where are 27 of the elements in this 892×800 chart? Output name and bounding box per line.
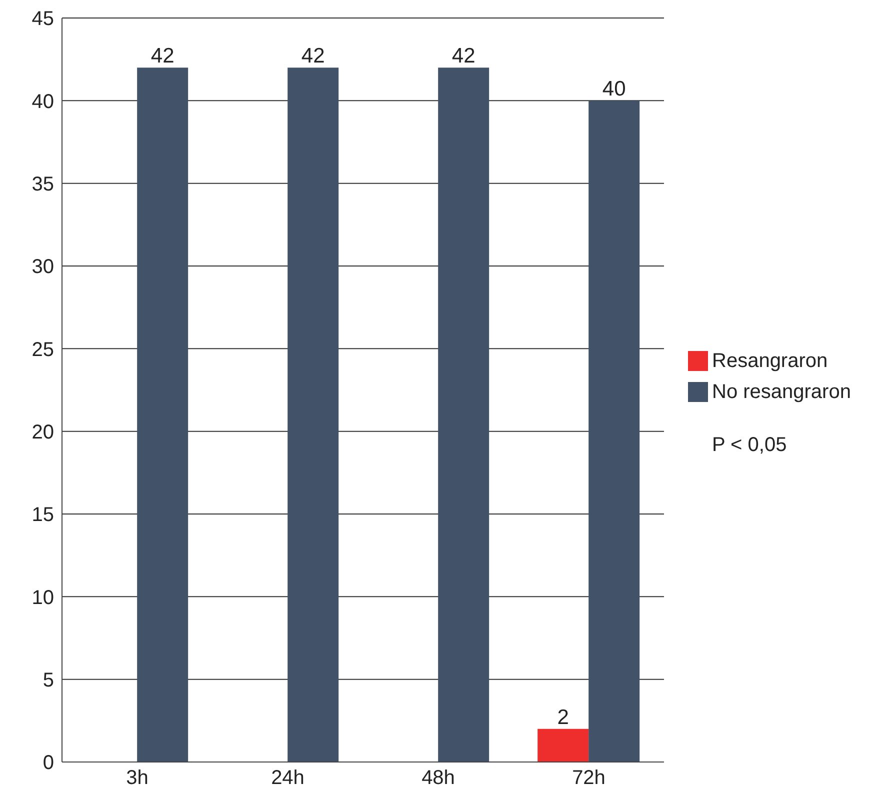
y-tick-label: 30: [32, 256, 54, 278]
y-tick-label: 35: [32, 173, 54, 196]
bar: [438, 68, 490, 762]
y-tick-label: 5: [42, 669, 54, 692]
data-label: 42: [301, 44, 325, 68]
y-tick-label: 45: [32, 8, 54, 30]
data-label: 40: [602, 78, 626, 101]
x-tick-label: 72h: [572, 767, 606, 790]
bar: [588, 100, 640, 762]
text: P < 0,05: [712, 434, 788, 456]
y-tick-label: 15: [32, 504, 54, 526]
x-tick-label: 48h: [422, 767, 455, 790]
data-label: 2: [557, 706, 569, 729]
y-tick-label: 25: [32, 338, 54, 361]
y-tick-label: 0: [42, 752, 54, 774]
x-tick-label: 3h: [126, 767, 148, 790]
data-label: 42: [150, 44, 174, 68]
legend-label: No resangraron: [712, 380, 851, 404]
bar: [538, 728, 589, 762]
y-tick-label: 20: [32, 421, 54, 444]
y-tick-label: 40: [32, 90, 54, 113]
y-tick-label: 10: [32, 586, 54, 609]
data-label: 42: [452, 44, 476, 68]
legend-label: Resangraron: [712, 350, 828, 372]
bar: [137, 68, 188, 762]
x-tick-label: 24h: [271, 767, 304, 790]
bar: [288, 68, 339, 762]
